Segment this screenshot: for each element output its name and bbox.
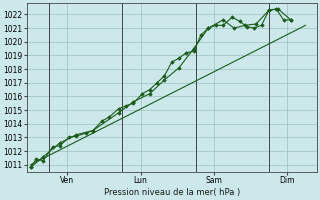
X-axis label: Pression niveau de la mer( hPa ): Pression niveau de la mer( hPa ): [104, 188, 240, 197]
